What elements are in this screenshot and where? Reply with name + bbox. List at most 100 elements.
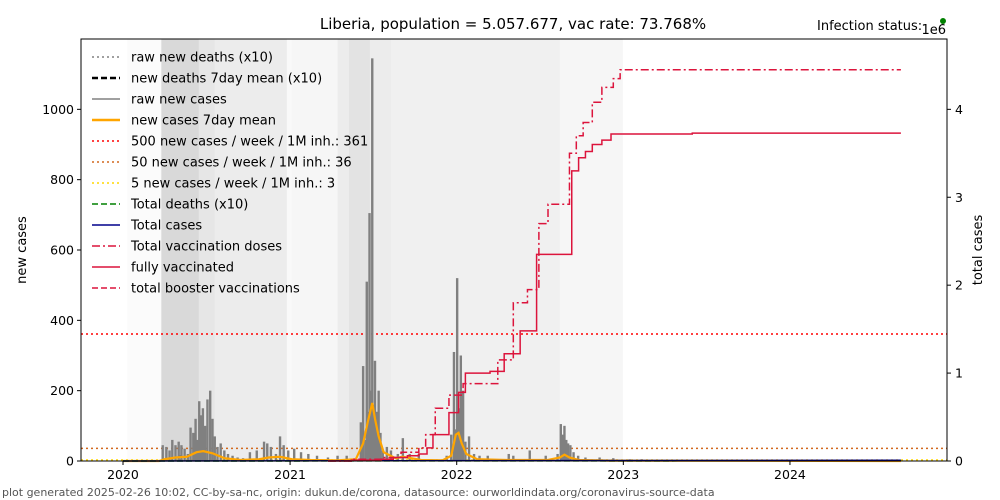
y-axis-label: new cases bbox=[15, 216, 30, 284]
raw-case-bar-73 bbox=[467, 436, 471, 461]
legend-label-1: new deaths 7day mean (x10) bbox=[131, 72, 322, 87]
raw-case-bar-40 bbox=[315, 455, 319, 461]
y-axis-left: 0 200 400 600 800 1000 bbox=[42, 102, 81, 469]
y-tick-label-1: 200 bbox=[50, 383, 74, 398]
shading-band-7 bbox=[348, 39, 370, 461]
raw-case-bar-9 bbox=[189, 427, 192, 461]
y2-tick-label-3: 3 bbox=[955, 190, 963, 205]
fully-vaccinated-line bbox=[327, 132, 901, 462]
raw-case-bar-7 bbox=[183, 448, 186, 461]
raw-case-bar-71 bbox=[461, 390, 465, 461]
raw-case-bar-11 bbox=[194, 418, 197, 461]
raw-case-bar-20 bbox=[213, 436, 216, 461]
raw-case-bar-21 bbox=[216, 446, 219, 461]
raw-case-bar-44 bbox=[359, 422, 363, 461]
raw-case-bar-76 bbox=[486, 455, 489, 461]
y-tick-label-3: 600 bbox=[50, 243, 74, 258]
shading-band-1 bbox=[161, 39, 199, 461]
y2-tick-label-4: 4 bbox=[955, 102, 963, 117]
raw-case-bar-36 bbox=[287, 450, 290, 461]
raw-case-bar-91 bbox=[598, 457, 601, 461]
raw-case-bar-39 bbox=[307, 453, 310, 461]
raw-case-bar-46 bbox=[364, 439, 367, 461]
raw-case-bar-47 bbox=[365, 281, 368, 461]
raw-case-bar-55 bbox=[377, 390, 380, 461]
y2-tick-label-0: 0 bbox=[955, 454, 963, 469]
legend-label-11: total booster vaccinations bbox=[131, 282, 300, 297]
raw-case-bar-52 bbox=[372, 404, 375, 461]
raw-case-bar-83 bbox=[561, 434, 564, 461]
shading-band-2 bbox=[198, 39, 215, 461]
raw-case-bar-65 bbox=[450, 434, 453, 461]
y-tick-label-0: 0 bbox=[66, 454, 74, 469]
raw-case-bar-51 bbox=[371, 58, 374, 461]
raw-case-bar-3 bbox=[171, 439, 174, 461]
legend-label-5: 50 new cases / week / 1M inh.: 36 bbox=[131, 156, 352, 171]
infection-status-shading bbox=[161, 39, 623, 461]
raw-case-bar-54 bbox=[375, 411, 379, 461]
legend-label-3: new cases 7day mean bbox=[131, 114, 276, 129]
legend-label-7: Total deaths (x10) bbox=[130, 198, 248, 213]
raw-case-bar-84 bbox=[563, 425, 566, 461]
raw-case-bar-67 bbox=[454, 429, 457, 461]
y2-tick-label-1: 1 bbox=[955, 366, 963, 381]
raw-case-bar-13 bbox=[198, 401, 201, 461]
y2-axis-label: total cases bbox=[971, 215, 986, 286]
status-label: Infection status: bbox=[817, 19, 922, 34]
shading-band-5 bbox=[291, 39, 338, 461]
raw-case-bar-85 bbox=[565, 439, 568, 461]
raw-case-bar-80 bbox=[544, 455, 547, 461]
raw-case-bar-31 bbox=[266, 443, 269, 461]
raw-case-bar-37 bbox=[292, 448, 296, 461]
raw-case-bar-49 bbox=[368, 213, 371, 461]
x-tick-label-4: 2024 bbox=[774, 467, 806, 482]
raw-case-bar-63 bbox=[417, 453, 421, 461]
legend-label-2: raw new cases bbox=[131, 93, 227, 108]
shading-band-6 bbox=[337, 39, 349, 461]
raw-case-bar-22 bbox=[219, 443, 222, 461]
raw-case-bar-53 bbox=[373, 360, 377, 461]
shading-band-3 bbox=[214, 39, 287, 461]
y2-tick-label-2: 2 bbox=[955, 278, 963, 293]
raw-case-bar-48 bbox=[366, 411, 370, 461]
raw-case-bar-15 bbox=[201, 408, 205, 461]
raw-case-bar-78 bbox=[512, 455, 515, 461]
raw-case-bar-5 bbox=[177, 441, 180, 461]
raw-case-bar-56 bbox=[379, 432, 382, 461]
raw-case-bar-10 bbox=[192, 432, 195, 461]
raw-case-bar-29 bbox=[255, 450, 258, 461]
raw-case-bar-45 bbox=[361, 366, 365, 461]
raw-case-bar-61 bbox=[401, 438, 405, 461]
y-axis-right: 0 1 2 3 4 bbox=[947, 102, 963, 469]
shading-band-9 bbox=[390, 39, 560, 461]
raw-case-bar-42 bbox=[336, 455, 339, 461]
legend: raw new deaths (x10) new deaths 7day mean… bbox=[92, 51, 368, 297]
chart-title: Liberia, population = 5.057.677, vac rat… bbox=[320, 15, 706, 33]
shading-band-4 bbox=[286, 39, 292, 461]
shading-band-10 bbox=[559, 39, 623, 461]
x-tick-label-3: 2023 bbox=[607, 467, 639, 482]
raw-case-bar-34 bbox=[278, 436, 282, 461]
legend-label-4: 500 new cases / week / 1M inh.: 361 bbox=[131, 135, 368, 150]
y-tick-label-2: 400 bbox=[50, 313, 74, 328]
raw-case-bar-43 bbox=[345, 455, 348, 461]
legend-label-0: raw new deaths (x10) bbox=[131, 51, 273, 66]
legend-label-8: Total cases bbox=[130, 219, 202, 234]
raw-case-bar-86 bbox=[566, 443, 570, 461]
raw-case-bar-0 bbox=[161, 445, 164, 461]
raw-case-bar-6 bbox=[180, 445, 183, 461]
raw-case-bar-77 bbox=[507, 453, 510, 461]
raw-case-bar-88 bbox=[572, 452, 575, 461]
raw-case-bar-14 bbox=[199, 415, 203, 461]
legend-label-9: Total vaccination doses bbox=[130, 240, 282, 255]
raw-case-bar-18 bbox=[208, 390, 212, 461]
raw-case-bar-12 bbox=[196, 439, 199, 461]
raw-case-bar-82 bbox=[559, 424, 562, 461]
footer-credits: plot generated 2025-02-26 10:02, CC-by-s… bbox=[2, 486, 715, 499]
y-tick-label-5: 1000 bbox=[42, 102, 74, 117]
raw-case-bar-68 bbox=[455, 278, 459, 461]
total-vaccination-doses-line bbox=[327, 69, 901, 462]
raw-case-bar-70 bbox=[459, 355, 463, 461]
x-tick-label-1: 2021 bbox=[274, 467, 306, 482]
